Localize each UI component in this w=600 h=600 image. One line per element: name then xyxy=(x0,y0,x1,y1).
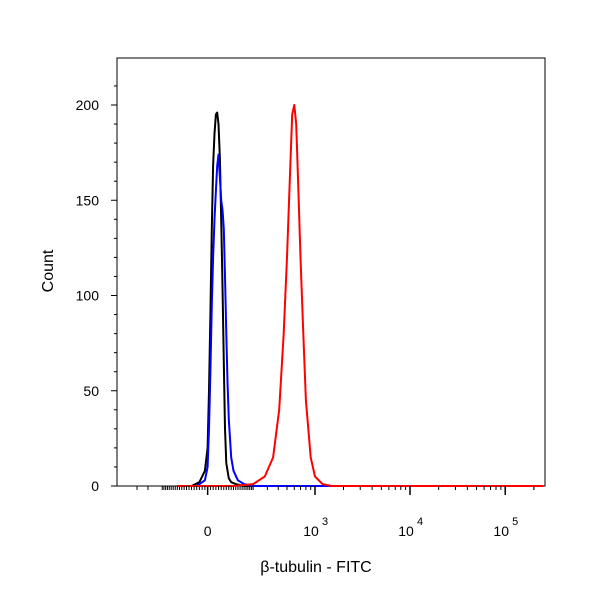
y-tick-label: 50 xyxy=(83,383,99,399)
x-axis-title: β-tubulin - FITC xyxy=(260,559,371,576)
y-axis-title: Count xyxy=(40,249,57,292)
y-tick-label: 0 xyxy=(91,478,99,494)
series-line-2 xyxy=(177,153,544,487)
x-tick-label: 0 xyxy=(204,523,212,539)
series-line-1 xyxy=(177,111,544,487)
x-tick-exponent: 5 xyxy=(512,516,518,528)
y-tick-label: 200 xyxy=(76,97,100,113)
x-tick-label: 10 xyxy=(493,523,509,539)
y-tick-label: 100 xyxy=(76,288,100,304)
x-tick-label: 10 xyxy=(303,523,319,539)
y-tick-label: 150 xyxy=(76,192,100,208)
x-tick-label: 10 xyxy=(398,523,414,539)
y-axis: 0 50 100 150 200 xyxy=(76,85,117,494)
series-layer xyxy=(177,104,544,487)
x-tick-exponent: 4 xyxy=(417,516,423,528)
plot-frame xyxy=(116,57,546,487)
x-tick-exponent: 3 xyxy=(322,516,328,528)
series-line-3 xyxy=(177,104,544,487)
